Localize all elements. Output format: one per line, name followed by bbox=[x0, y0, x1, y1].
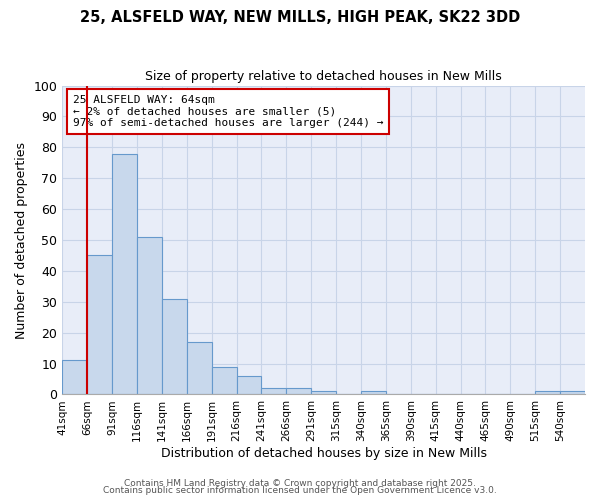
Text: 25 ALSFELD WAY: 64sqm
← 2% of detached houses are smaller (5)
97% of semi-detach: 25 ALSFELD WAY: 64sqm ← 2% of detached h… bbox=[73, 95, 383, 128]
Bar bbox=[262, 388, 286, 394]
Bar bbox=[236, 376, 262, 394]
Title: Size of property relative to detached houses in New Mills: Size of property relative to detached ho… bbox=[145, 70, 502, 83]
Bar bbox=[187, 342, 212, 394]
Bar bbox=[112, 154, 137, 394]
Bar bbox=[535, 392, 560, 394]
Y-axis label: Number of detached properties: Number of detached properties bbox=[15, 142, 28, 338]
Text: Contains HM Land Registry data © Crown copyright and database right 2025.: Contains HM Land Registry data © Crown c… bbox=[124, 478, 476, 488]
Text: Contains public sector information licensed under the Open Government Licence v3: Contains public sector information licen… bbox=[103, 486, 497, 495]
Bar bbox=[361, 392, 386, 394]
X-axis label: Distribution of detached houses by size in New Mills: Distribution of detached houses by size … bbox=[161, 447, 487, 460]
Bar bbox=[162, 298, 187, 394]
Bar bbox=[560, 392, 585, 394]
Bar bbox=[62, 360, 87, 394]
Bar bbox=[286, 388, 311, 394]
Text: 25, ALSFELD WAY, NEW MILLS, HIGH PEAK, SK22 3DD: 25, ALSFELD WAY, NEW MILLS, HIGH PEAK, S… bbox=[80, 10, 520, 25]
Bar bbox=[137, 237, 162, 394]
Bar bbox=[87, 256, 112, 394]
Bar bbox=[311, 392, 336, 394]
Bar bbox=[212, 366, 236, 394]
